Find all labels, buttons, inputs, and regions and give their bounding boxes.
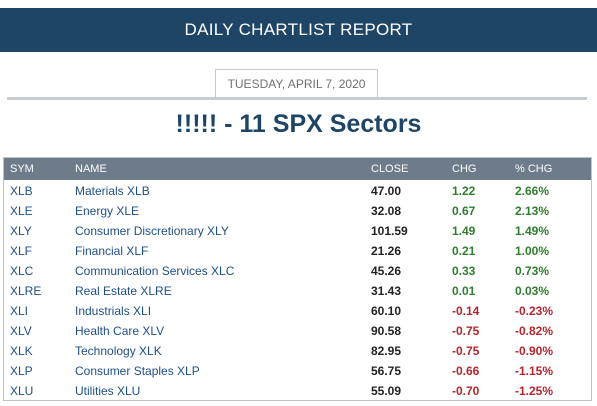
close-value: 21.26 [371, 244, 402, 258]
symbol-link[interactable]: XLV [10, 324, 32, 338]
symbol-link[interactable]: XLE [10, 204, 33, 218]
table-header: SYM NAME CLOSE CHG % CHG [4, 158, 591, 180]
change-value: -0.14 [452, 304, 480, 318]
table-row: XLC Communication Services XLC 45.26 0.33 0.… [4, 260, 591, 280]
name-link[interactable]: Consumer Staples XLP [75, 364, 200, 378]
name-link[interactable]: Financial XLF [75, 244, 149, 258]
symbol-link[interactable]: XLY [10, 224, 32, 238]
change-value: 0.21 [452, 244, 476, 258]
symbol-link[interactable]: XLI [10, 304, 29, 318]
table-row: XLV Health Care XLV 90.58 -0.75 -0.82% [4, 320, 591, 340]
percent-change-value: 1.00% [515, 244, 550, 258]
symbol-link[interactable]: XLK [10, 344, 33, 358]
percent-change-value: -0.23% [515, 304, 554, 318]
close-value: 101.59 [371, 224, 408, 238]
symbol-link[interactable]: XLC [10, 264, 34, 278]
name-link[interactable]: Industrials XLI [75, 304, 152, 318]
percent-change-value: -1.25% [515, 384, 554, 398]
close-value: 82.95 [371, 344, 402, 358]
change-value: 0.67 [452, 204, 476, 218]
change-value: 1.49 [452, 224, 476, 238]
close-value: 31.43 [371, 284, 402, 298]
symbol-link[interactable]: XLP [10, 364, 33, 378]
header-chg[interactable]: CHG [452, 163, 477, 175]
change-value: -0.66 [452, 364, 480, 378]
name-link[interactable]: Materials XLB [75, 184, 150, 198]
symbol-link[interactable]: XLRE [10, 284, 42, 298]
percent-change-value: -1.15% [515, 364, 554, 378]
table-row: XLI Industrials XLI 60.10 -0.14 -0.23% [4, 300, 591, 320]
report-banner: DAILY CHARTLIST REPORT [0, 8, 597, 52]
percent-change-value: 2.13% [515, 204, 550, 218]
header-name[interactable]: NAME [75, 163, 107, 175]
percent-change-value: 2.66% [515, 184, 550, 198]
change-value: 1.22 [452, 184, 476, 198]
name-link[interactable]: Consumer Discretionary XLY [75, 224, 229, 238]
percent-change-value: 0.73% [515, 264, 550, 278]
name-link[interactable]: Health Care XLV [75, 324, 165, 338]
symbol-link[interactable]: XLB [10, 184, 33, 198]
percent-change-value: 1.49% [515, 224, 550, 238]
change-value: 0.33 [452, 264, 476, 278]
table-body: XLB Materials XLB 47.00 1.22 2.66% XLE Energy … [4, 180, 591, 400]
percent-change-value: -0.90% [515, 344, 554, 358]
table-row: XLF Financial XLF 21.26 0.21 1.00% [4, 240, 591, 260]
table-row: XLE Energy XLE 32.08 0.67 2.13% [4, 200, 591, 220]
chartlist-title: !!!!! - 11 SPX Sectors [175, 110, 422, 138]
table-row: XLK Technology XLK 82.95 -0.75 -0.90% [4, 340, 591, 360]
table-row: XLB Materials XLB 47.00 1.22 2.66% [4, 180, 591, 200]
name-link[interactable]: Communication Services XLC [75, 264, 235, 278]
change-value: -0.70 [452, 384, 480, 398]
table-row: XLY Consumer Discretionary XLY 101.59 1.49 1… [4, 220, 591, 240]
table-row: XLRE Real Estate XLRE 31.43 0.01 0.03% [4, 280, 591, 300]
name-link[interactable]: Utilities XLU [75, 384, 141, 398]
table-row: XLU Utilities XLU 55.09 -0.70 -1.25% [4, 380, 591, 400]
sector-table: SYM NAME CLOSE CHG % CHG XLB Materials XL… [3, 157, 592, 401]
percent-change-value: -0.82% [515, 324, 554, 338]
header-sym[interactable]: SYM [10, 163, 34, 175]
change-value: 0.01 [452, 284, 476, 298]
name-link[interactable]: Energy XLE [75, 204, 140, 218]
change-value: -0.75 [452, 324, 480, 338]
table-row: XLP Consumer Staples XLP 56.75 -0.66 -1.15% [4, 360, 591, 380]
close-value: 45.26 [371, 264, 402, 278]
symbol-link[interactable]: XLF [10, 244, 33, 258]
name-link[interactable]: Real Estate XLRE [75, 284, 172, 298]
header-close[interactable]: CLOSE [371, 163, 409, 175]
percent-change-value: 0.03% [515, 284, 550, 298]
divider [7, 97, 587, 100]
header-pct-chg[interactable]: % CHG [515, 163, 553, 175]
report-title: DAILY CHARTLIST REPORT [184, 20, 413, 39]
close-value: 32.08 [371, 204, 402, 218]
close-value: 56.75 [371, 364, 402, 378]
close-value: 60.10 [371, 304, 402, 318]
close-value: 90.58 [371, 324, 402, 338]
close-value: 55.09 [371, 384, 402, 398]
change-value: -0.75 [452, 344, 480, 358]
close-value: 47.00 [371, 184, 402, 198]
symbol-link[interactable]: XLU [10, 384, 34, 398]
report-date: TUESDAY, APRIL 7, 2020 [215, 69, 378, 98]
report-date-text: TUESDAY, APRIL 7, 2020 [227, 76, 366, 91]
name-link[interactable]: Technology XLK [75, 344, 162, 358]
